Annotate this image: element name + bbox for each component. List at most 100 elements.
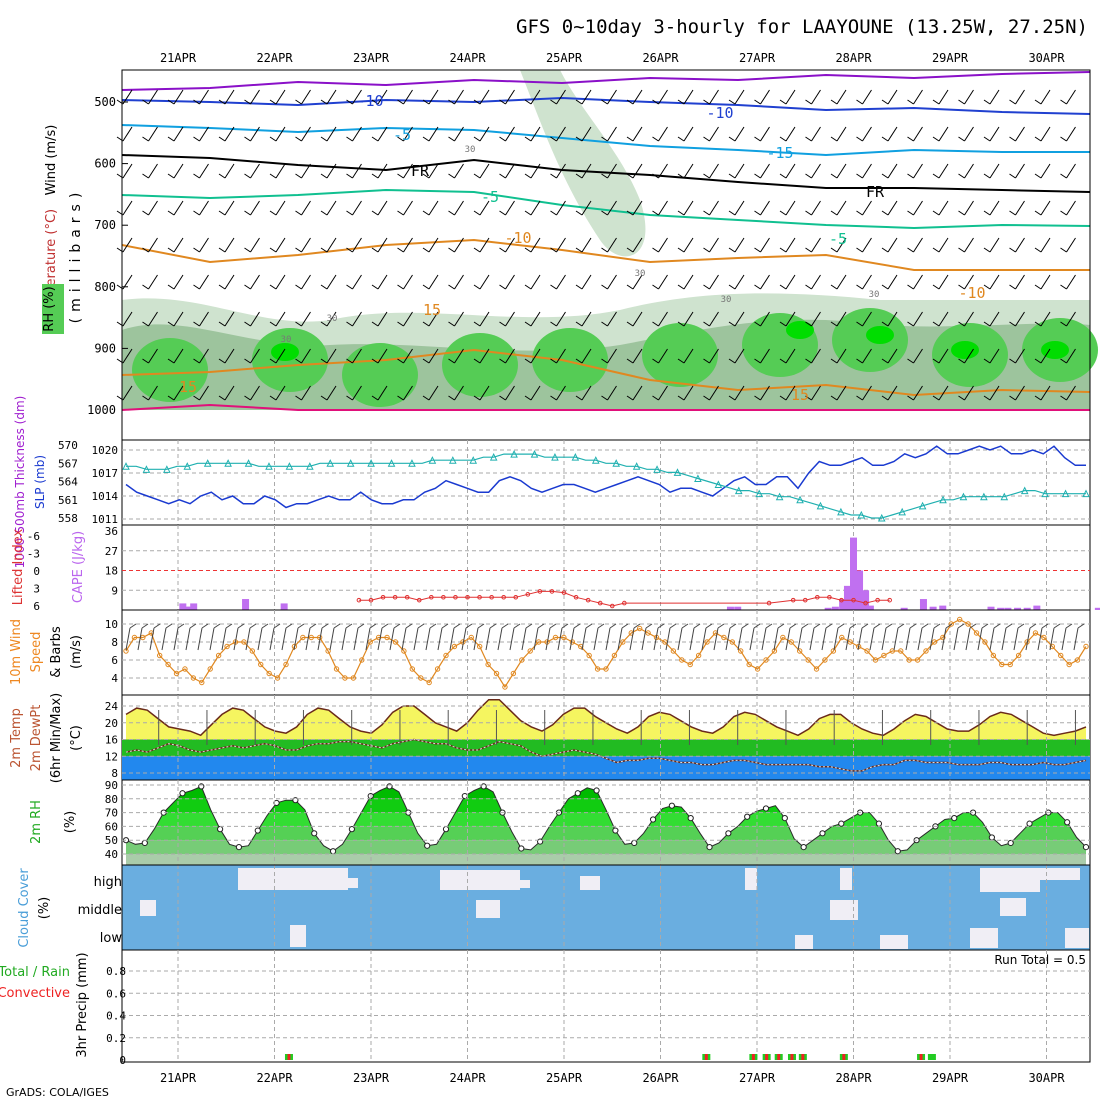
wind-barb-flag xyxy=(907,210,914,216)
wind-barb-10m-flag xyxy=(921,623,929,629)
wind-barb-shaft xyxy=(811,385,821,401)
temperature-contour xyxy=(121,403,1090,411)
wind-barb-flag xyxy=(193,247,200,253)
rh-marker xyxy=(725,830,732,837)
wind-barb-10m xyxy=(353,627,359,651)
wind-barb xyxy=(601,311,617,327)
thickness-marker xyxy=(203,459,212,467)
wind-barb-flag xyxy=(703,395,710,401)
wind-barb xyxy=(320,89,337,105)
wind-barb xyxy=(652,385,668,401)
wind-barb-flag xyxy=(422,284,430,290)
wind-barb xyxy=(677,348,694,364)
wind-barb-flag xyxy=(397,284,404,290)
wind-barb-shaft xyxy=(1066,126,1076,142)
wind-barb xyxy=(397,89,413,105)
wind-barb-flag xyxy=(652,136,659,142)
wind-barb-flag xyxy=(856,284,863,290)
li-marker xyxy=(356,597,362,603)
wind-barb xyxy=(779,385,796,401)
rh-marker xyxy=(951,815,958,822)
date-tick-bottom: 28APR xyxy=(835,1071,872,1085)
wind-barb-flag xyxy=(295,247,302,253)
wind-barb-flag xyxy=(320,358,328,364)
wind-barb-flag xyxy=(499,284,506,290)
wind-barb-10m-flag xyxy=(237,623,245,629)
wind-barb-flag xyxy=(983,99,991,105)
contour-label: -10 xyxy=(706,104,733,122)
wind-barb-flag xyxy=(677,284,685,290)
cloud-layer-label: low xyxy=(100,931,123,946)
wind-barb-10m-flag xyxy=(609,623,617,629)
wind-barb xyxy=(703,126,719,142)
wind-barb-shaft xyxy=(275,163,286,179)
cloud-patch xyxy=(880,935,908,949)
wind-barb-shaft xyxy=(326,348,337,364)
li-marker xyxy=(573,594,579,600)
wind-speed-marker xyxy=(392,639,399,645)
wind-barb-flag xyxy=(320,321,328,327)
wind-barb xyxy=(371,163,388,179)
wind-barb-flag xyxy=(754,358,761,364)
rh-marker xyxy=(329,848,337,855)
run-total-label: Run Total = 0.5 xyxy=(994,953,1086,967)
wind-barb xyxy=(1034,311,1051,327)
wind-barb-shaft xyxy=(454,274,464,290)
wind-barb-10m-flag xyxy=(261,623,269,629)
wind-barb xyxy=(932,237,949,253)
wind-barb-flag xyxy=(856,321,863,327)
wind-barb xyxy=(907,237,923,253)
wind-barb-10m-flag xyxy=(885,623,893,629)
wind-barb-flag xyxy=(346,284,353,290)
cape-tick: 27 xyxy=(105,545,118,558)
wind-barb-shaft xyxy=(122,89,133,105)
wind-barb xyxy=(397,200,413,216)
wind-barb-shaft xyxy=(250,385,260,401)
wind-barb-shaft xyxy=(301,126,311,142)
wind-barb xyxy=(830,274,847,290)
temperature-contour xyxy=(121,238,1090,271)
wind-axis-label-4: (m/s) xyxy=(69,635,84,669)
wind-speed-marker xyxy=(620,639,626,645)
wind-speed-marker xyxy=(982,639,988,645)
wind-barb-flag xyxy=(1060,210,1067,216)
wind-barb-shaft xyxy=(913,348,923,364)
wind-barb xyxy=(932,163,949,179)
thickness-marker xyxy=(326,459,335,467)
wind-barb xyxy=(830,200,847,216)
wind-barb-flag xyxy=(473,395,481,401)
wind-barb-shaft xyxy=(811,348,821,364)
date-tick-top: 26APR xyxy=(642,51,679,65)
wind-barb-flag xyxy=(601,210,608,216)
cape-bar xyxy=(997,607,1005,610)
wind-barb-10m-flag xyxy=(741,623,749,629)
wind-barb-shaft xyxy=(811,126,821,142)
wind-barb-shaft xyxy=(938,126,949,142)
wind-speed-marker xyxy=(923,648,929,654)
wind-barb-shaft xyxy=(632,126,643,142)
contour-label: FR xyxy=(866,183,885,201)
wind-barb-flag xyxy=(779,210,787,216)
date-tick-bottom: 23APR xyxy=(353,1071,390,1085)
wind-barb xyxy=(244,311,260,327)
wind-speed-marker xyxy=(274,675,281,681)
wind-barb xyxy=(779,126,796,142)
wind-barb xyxy=(652,89,668,105)
wind-barb xyxy=(1034,385,1051,401)
wind-barb-10m-flag xyxy=(657,623,665,629)
wind-barb-shaft xyxy=(913,200,923,216)
wind-barb-flag xyxy=(652,173,659,179)
li-tick: 3 xyxy=(33,583,40,596)
thickness-marker xyxy=(591,456,600,464)
wind-barb-flag xyxy=(295,210,302,216)
wind-barb xyxy=(754,274,770,290)
wind-barb-shaft xyxy=(454,89,464,105)
wind-barb-10m xyxy=(989,627,995,651)
wind-barb-shaft xyxy=(403,311,413,327)
wind-barb-flag xyxy=(703,210,710,216)
wind-speed-marker xyxy=(502,684,508,690)
wind-barb-shaft xyxy=(377,126,388,142)
wind-barb-shaft xyxy=(683,274,694,290)
wind-barb xyxy=(728,163,745,179)
wind-barb-flag xyxy=(550,210,557,216)
